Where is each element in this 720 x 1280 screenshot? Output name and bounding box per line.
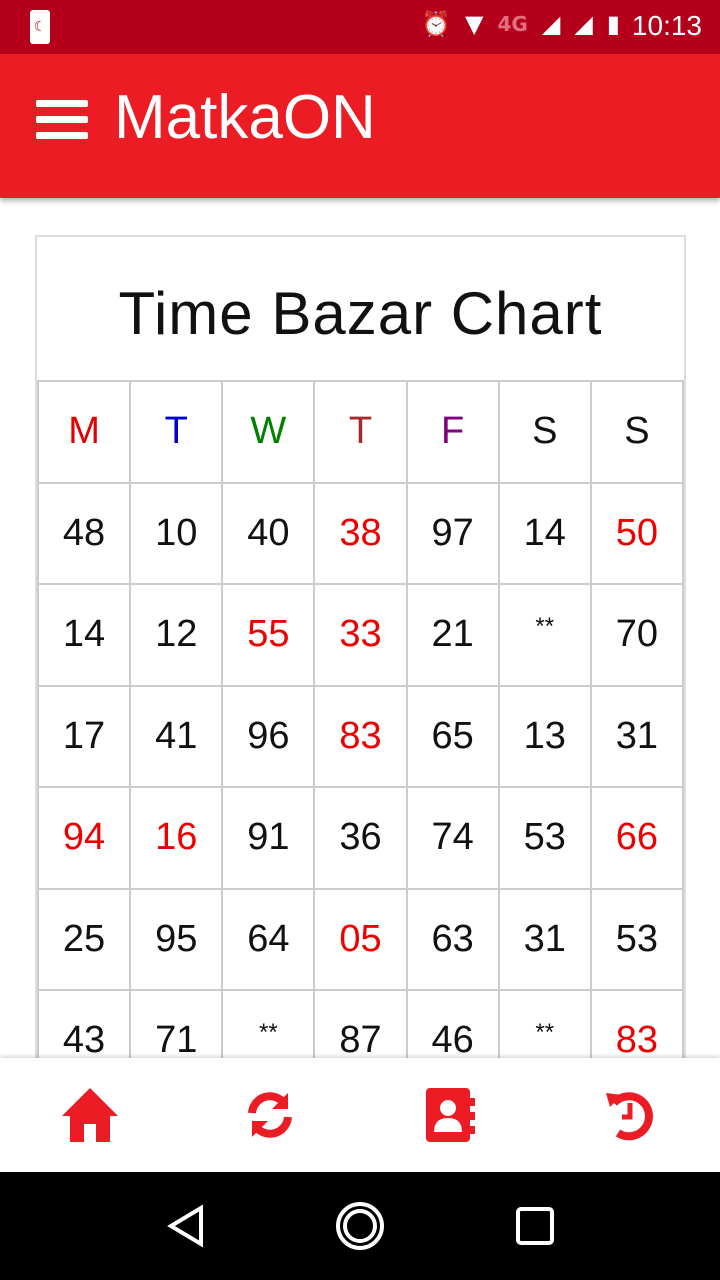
home-button-icon[interactable]	[334, 1200, 386, 1252]
chart-cell: 66	[589, 786, 684, 890]
day-header: T	[129, 380, 224, 484]
network-type: 4G	[497, 12, 528, 36]
bottom-nav	[0, 1058, 720, 1172]
day-header: W	[221, 380, 316, 484]
app-bar: MatkaON	[0, 54, 720, 198]
table-row: 25 95 64 05 63 31 53	[37, 887, 684, 991]
chart-cell: 46	[405, 989, 500, 1058]
app-title: MatkaON	[114, 83, 376, 152]
chart-cell: 31	[589, 684, 684, 788]
chart-cell: 14	[37, 583, 132, 687]
clock: 10:13	[631, 10, 702, 41]
chart-cell: 31	[497, 887, 592, 991]
chart-cell: 53	[497, 786, 592, 890]
nav-history[interactable]	[540, 1058, 720, 1172]
chart-cell: 16	[129, 786, 224, 890]
chart-cell: 55	[221, 583, 316, 687]
chart-cell: 10	[129, 481, 224, 585]
day-header: S	[497, 380, 592, 484]
chart-cell: 41	[129, 684, 224, 788]
table-row: 94 16 91 36 74 53 66	[37, 786, 684, 890]
recents-icon[interactable]	[515, 1206, 555, 1246]
chart-cell: 96	[221, 684, 316, 788]
status-bar: ☾ ⏰ ▼ 4G ◢ ◢ ▮ 10:13	[0, 0, 720, 54]
chart-cell: **	[497, 583, 592, 687]
chart-cell: 48	[37, 481, 132, 585]
chart-cell: 13	[497, 684, 592, 788]
chart-cell: 50	[589, 481, 684, 585]
contacts-icon	[426, 1088, 475, 1142]
chart-cell: 17	[37, 684, 132, 788]
day-header: T	[313, 380, 408, 484]
signal-icon: ◢	[541, 10, 561, 38]
chart-cell: 71	[129, 989, 224, 1058]
chart-cell: **	[497, 989, 592, 1058]
chart-cell: **	[221, 989, 316, 1058]
chart-cell: 33	[313, 583, 408, 687]
chart-cell: 91	[221, 786, 316, 890]
chart-cell: 83	[313, 684, 408, 788]
chart-cell: 38	[313, 481, 408, 585]
table-row: 14 12 55 33 21 ** 70	[37, 583, 684, 687]
chart-cell: 83	[589, 989, 684, 1058]
menu-icon[interactable]	[36, 100, 88, 144]
signal-icon-2: ◢	[574, 10, 593, 38]
history-icon	[606, 1092, 653, 1141]
table-row: 48 10 40 38 97 14 50	[37, 481, 684, 585]
chart-cell: 94	[37, 786, 132, 890]
table-row: 17 41 96 83 65 13 31	[37, 684, 684, 788]
chart-cell: 36	[313, 786, 408, 890]
chart-cell: 25	[37, 887, 132, 991]
battery-icon: ▮	[606, 10, 620, 38]
chart-cell: 14	[497, 481, 592, 585]
back-icon[interactable]	[165, 1204, 205, 1248]
chart-cell: 64	[221, 887, 316, 991]
chart-cell: 74	[405, 786, 500, 890]
day-header: M	[37, 380, 132, 484]
nav-refresh[interactable]	[180, 1058, 360, 1172]
system-nav-bar	[0, 1172, 720, 1280]
chart-cell: 05	[313, 887, 408, 991]
do-not-disturb-icon: ☾	[30, 10, 50, 44]
chart-cell: 43	[37, 989, 132, 1058]
alarm-icon: ⏰	[421, 10, 452, 38]
chart-cell: 87	[313, 989, 408, 1058]
nav-contacts[interactable]	[360, 1058, 540, 1172]
chart-cell: 95	[129, 887, 224, 991]
home-icon	[62, 1088, 118, 1142]
chart-cell: 97	[405, 481, 500, 585]
day-header: F	[405, 380, 500, 484]
day-header: S	[589, 380, 684, 484]
wifi-icon: ▼	[465, 10, 484, 38]
chart-cell: 63	[405, 887, 500, 991]
refresh-icon	[248, 1092, 292, 1138]
chart-cell: 40	[221, 481, 316, 585]
chart-cell: 65	[405, 684, 500, 788]
chart-cell: 70	[589, 583, 684, 687]
chart-card: Time Bazar Chart M T W T F S S 48 10 40 38 97 14 50 14…	[35, 235, 686, 1058]
chart-title: Time Bazar Chart	[118, 280, 603, 347]
chart-cell: 21	[405, 583, 500, 687]
chart-cell: 53	[589, 887, 684, 991]
table-row: 43 71 ** 87 46 ** 83	[37, 989, 684, 1058]
chart-cell: 12	[129, 583, 224, 687]
nav-home[interactable]	[0, 1058, 180, 1172]
chart-table: M T W T F S S 48 10 40 38 97 14 50 14 12 55 33 21 ** 70 17 41 9…	[37, 380, 684, 1058]
